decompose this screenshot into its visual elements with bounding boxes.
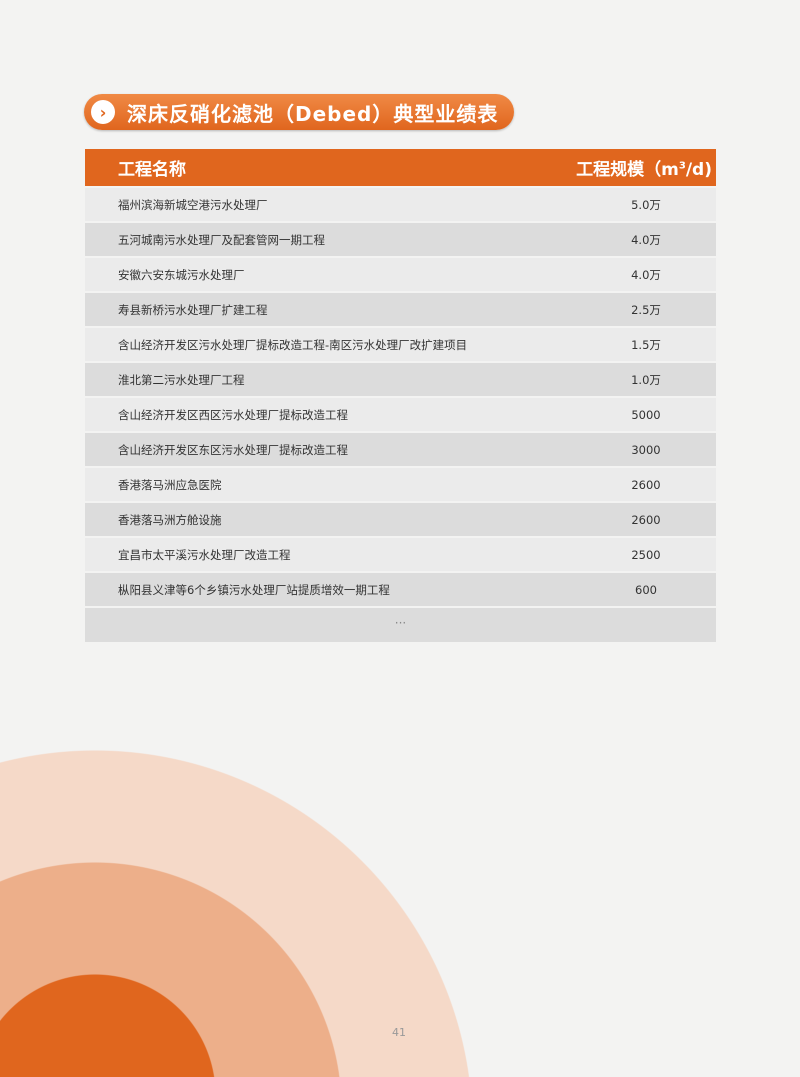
project-name: 含山经济开发区污水处理厂提标改造工程-南区污水处理厂改扩建项目 <box>118 337 468 352</box>
header-scale-tail: /d) <box>685 160 712 180</box>
project-scale: 1.5万 <box>631 337 661 352</box>
header-project-name: 工程名称 <box>118 160 186 180</box>
project-name: 香港落马洲应急医院 <box>118 477 222 492</box>
project-name: 枞阳县义津等6个乡镇污水处理厂站提质增效一期工程 <box>118 582 390 597</box>
project-name: 宜昌市太平溪污水处理厂改造工程 <box>118 547 291 562</box>
table-row: 含山经济开发区西区污水处理厂提标改造工程 5000 <box>85 398 716 431</box>
table-header: 工程名称 工程规模（m3/d) <box>85 149 716 186</box>
table-row: 安徽六安东城污水处理厂 4.0万 <box>85 258 716 291</box>
chevron-right-icon: › <box>91 100 115 124</box>
page-number: 41 <box>392 1026 406 1039</box>
header-scale-text: 工程规模（m <box>576 160 679 180</box>
project-name: 含山经济开发区西区污水处理厂提标改造工程 <box>118 407 348 422</box>
project-name: 安徽六安东城污水处理厂 <box>118 267 245 282</box>
project-scale: 1.0万 <box>631 372 661 387</box>
project-scale: 600 <box>635 582 657 597</box>
table-row: 福州滨海新城空港污水处理厂 5.0万 <box>85 188 716 221</box>
table-row: 枞阳县义津等6个乡镇污水处理厂站提质增效一期工程 600 <box>85 573 716 606</box>
header-scale-sup: 3 <box>678 160 686 172</box>
project-scale: 5.0万 <box>631 197 661 212</box>
performance-table: 工程名称 工程规模（m3/d) 福州滨海新城空港污水处理厂 5.0万五河城南污水处… <box>85 149 716 642</box>
table-row: 寿县新桥污水处理厂扩建工程 2.5万 <box>85 293 716 326</box>
project-scale: 2500 <box>631 547 661 562</box>
table-row: 香港落马洲方舱设施 2600 <box>85 503 716 536</box>
table-row: 香港落马洲应急医院 2600 <box>85 468 716 501</box>
section-title-text: 深床反硝化滤池（Debed）典型业绩表 <box>127 101 499 126</box>
project-scale: 4.0万 <box>631 232 661 247</box>
project-name: 淮北第二污水处理厂工程 <box>118 372 245 387</box>
table-row: 宜昌市太平溪污水处理厂改造工程 2500 <box>85 538 716 571</box>
section-title: › 深床反硝化滤池（Debed）典型业绩表 <box>84 94 514 130</box>
project-scale: 2600 <box>631 477 661 492</box>
more-indicator: ··· <box>85 608 716 642</box>
project-scale: 2600 <box>631 512 661 527</box>
project-scale: 2.5万 <box>631 302 661 317</box>
decor-concentric-circles <box>0 740 480 1077</box>
project-name: 寿县新桥污水处理厂扩建工程 <box>118 302 268 317</box>
project-name: 五河城南污水处理厂及配套管网一期工程 <box>118 232 325 247</box>
project-scale: 5000 <box>631 407 661 422</box>
table-row: 含山经济开发区东区污水处理厂提标改造工程 3000 <box>85 433 716 466</box>
project-name: 福州滨海新城空港污水处理厂 <box>118 197 268 212</box>
project-scale: 3000 <box>631 442 661 457</box>
header-project-scale: 工程规模（m3/d) <box>576 155 716 180</box>
project-scale: 4.0万 <box>631 267 661 282</box>
project-name: 香港落马洲方舱设施 <box>118 512 222 527</box>
table-row: 五河城南污水处理厂及配套管网一期工程 4.0万 <box>85 223 716 256</box>
project-name: 含山经济开发区东区污水处理厂提标改造工程 <box>118 442 348 457</box>
table-row: 含山经济开发区污水处理厂提标改造工程-南区污水处理厂改扩建项目 1.5万 <box>85 328 716 361</box>
table-row: 淮北第二污水处理厂工程 1.0万 <box>85 363 716 396</box>
